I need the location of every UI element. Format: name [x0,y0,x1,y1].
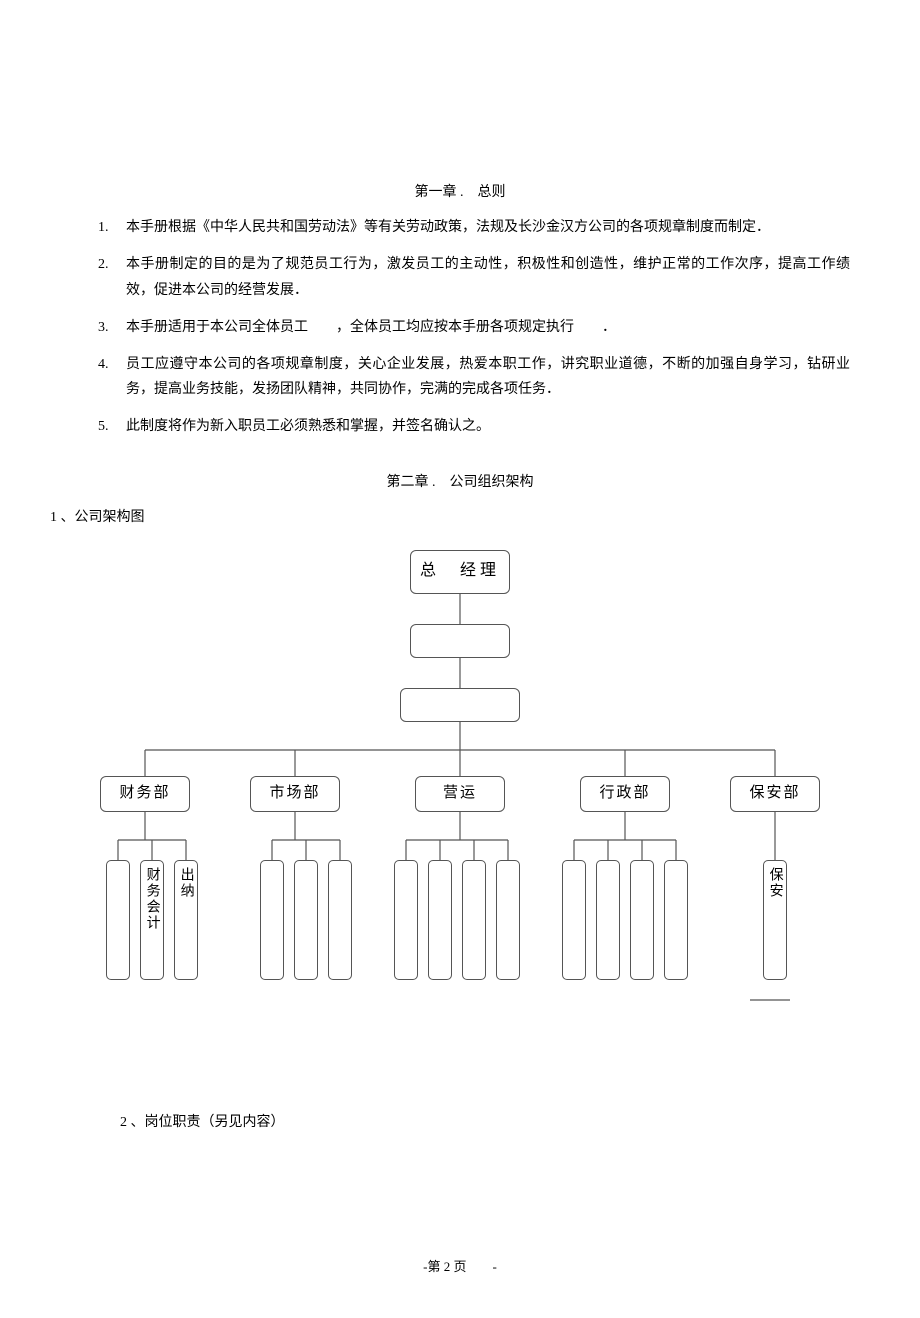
rule-text: 本手册制定的目的是为了规范员工行为，激发员工的主动性，积极性和创造性，维护正常的… [126,252,850,302]
org-leaf-admin-3 [664,860,688,980]
org-leaf-market-1 [294,860,318,980]
rule-number: 4. [98,352,126,402]
org-leaf-ops-3 [496,860,520,980]
rule-text: 员工应遵守本公司的各项规章制度，关心企业发展，热爱本职工作，讲究职业道德，不断的… [126,352,850,402]
org-leaf-security-0: 保安 [763,860,787,980]
org-leaf-ops-1 [428,860,452,980]
org-dept-ops: 营运 [415,776,505,812]
rule-number: 1. [98,215,126,240]
org-dept-admin: 行政部 [580,776,670,812]
org-leaf-finance-2: 出纳 [174,860,198,980]
chapter1-list: 1.本手册根据《中华人民共和国劳动法》等有关劳动政策，法规及长沙金汉方公司的各项… [70,215,850,439]
org-node-mid2 [400,688,520,722]
rule-text: 此制度将作为新入职员工必须熟悉和掌握，并签名确认之。 [126,414,850,439]
chapter2-title: 第二章 . 公司组织架构 [70,470,850,495]
rule-number: 5. [98,414,126,439]
org-leaf-finance-0 [106,860,130,980]
org-node-mid1 [410,624,510,658]
org-chart: 总 经理财务部财务会计出纳 市场部 营运 行政部 保安部保安 [70,550,850,1070]
org-leaf-ops-0 [394,860,418,980]
page-footer: -第 2 页 - [70,1255,850,1278]
section2-label: 2 、岗位职责（另见内容） [120,1110,850,1135]
org-leaf-finance-1: 财务会计 [140,860,164,980]
org-dept-market: 市场部 [250,776,340,812]
org-dept-finance: 财务部 [100,776,190,812]
rule-item: 2.本手册制定的目的是为了规范员工行为，激发员工的主动性，积极性和创造性，维护正… [70,252,850,302]
org-leaf-admin-2 [630,860,654,980]
org-dept-security: 保安部 [730,776,820,812]
chapter1-title: 第一章 . 总则 [70,180,850,205]
rule-item: 4.员工应遵守本公司的各项规章制度，关心企业发展，热爱本职工作，讲究职业道德，不… [70,352,850,402]
org-leaf-market-2 [328,860,352,980]
rule-item: 5.此制度将作为新入职员工必须熟悉和掌握，并签名确认之。 [70,414,850,439]
rule-item: 1.本手册根据《中华人民共和国劳动法》等有关劳动政策，法规及长沙金汉方公司的各项… [70,215,850,240]
rule-text: 本手册适用于本公司全体员工 ，全体员工均应按本手册各项规定执行 ． [126,315,850,340]
org-leaf-market-0 [260,860,284,980]
org-leaf-admin-1 [596,860,620,980]
rule-number: 2. [98,252,126,302]
org-node-gm: 总 经理 [410,550,510,594]
rule-number: 3. [98,315,126,340]
section1-label: 1 、公司架构图 [50,505,850,530]
org-leaf-admin-0 [562,860,586,980]
rule-text: 本手册根据《中华人民共和国劳动法》等有关劳动政策，法规及长沙金汉方公司的各项规章… [126,215,850,240]
org-leaf-ops-2 [462,860,486,980]
rule-item: 3.本手册适用于本公司全体员工 ，全体员工均应按本手册各项规定执行 ． [70,315,850,340]
